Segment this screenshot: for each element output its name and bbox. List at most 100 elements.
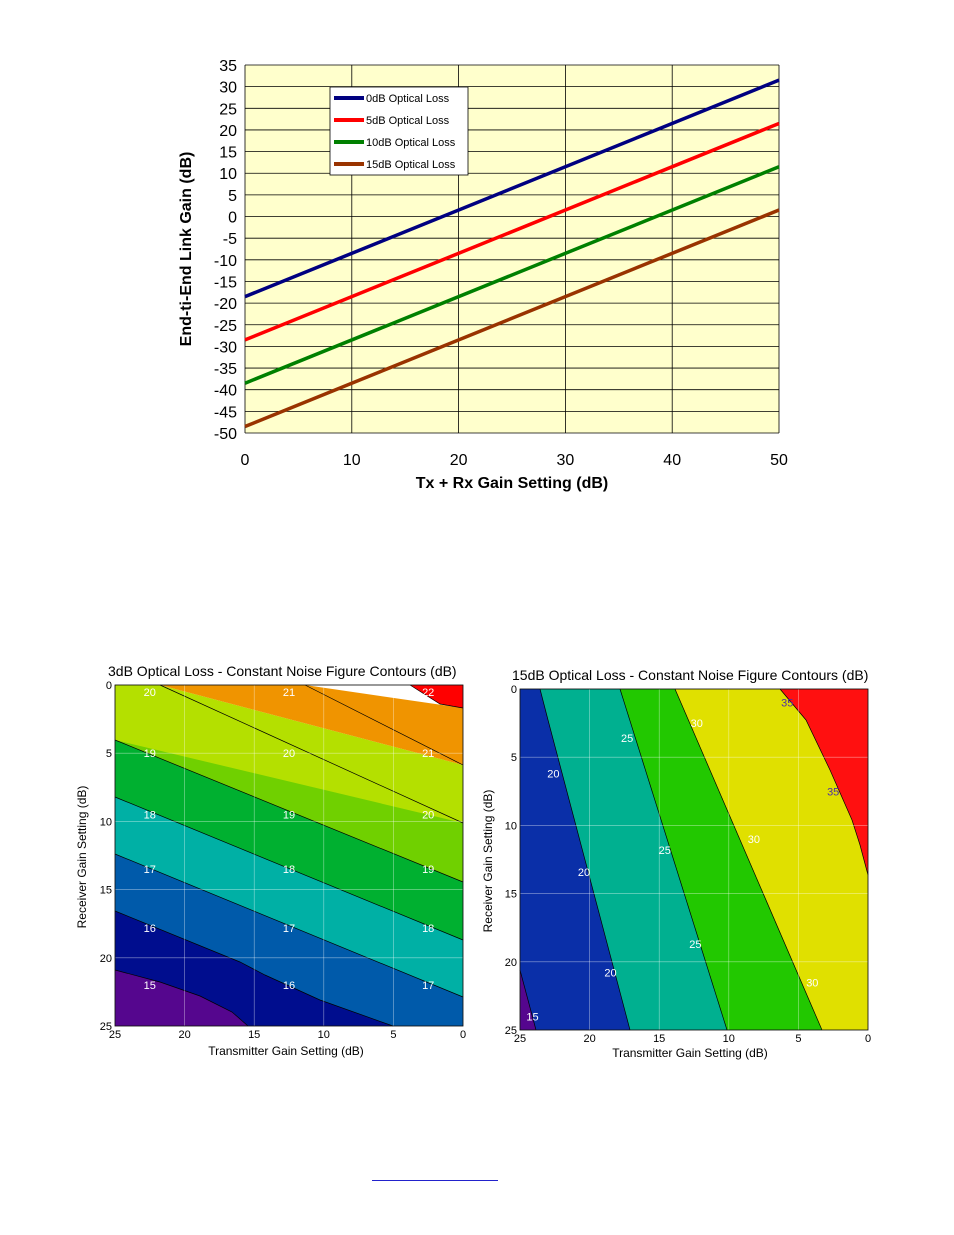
contour-level-label: 17 xyxy=(144,864,156,876)
line-chart-y-tick-label: -20 xyxy=(214,296,237,313)
line-chart-y-axis-label: End-ti-End Link Gain (dB) xyxy=(178,152,195,347)
line-chart-x-tick-label: 20 xyxy=(450,452,468,469)
contour-level-label: 21 xyxy=(422,748,434,760)
contour-level-label: 16 xyxy=(283,980,295,992)
contour-x-tick-label: 15 xyxy=(653,1033,665,1045)
contour-level-label: 17 xyxy=(283,923,295,935)
legend-label-10db: 10dB Optical Loss xyxy=(366,137,456,149)
contour-level-label: 19 xyxy=(422,864,434,876)
contour-level-label: 22 xyxy=(422,687,434,699)
series-line-0db xyxy=(244,78,780,299)
line-chart-y-ticks: 35 30 25 20 15 10 5 0 -5 -10 -15 -20 -25 -30 -35 -40 -45… xyxy=(214,58,237,443)
contour-level-label: 16 xyxy=(144,923,156,935)
contour-level-label: 30 xyxy=(691,718,703,730)
contour-15db-x-axis-label: Transmitter Gain Setting (dB) xyxy=(612,1046,768,1060)
line-chart-y-tick-label: 20 xyxy=(219,123,237,140)
line-chart-y-tick-label: -15 xyxy=(214,274,237,291)
contour-15db-frame xyxy=(519,688,869,1031)
line-chart-x-tick-label: 50 xyxy=(770,452,788,469)
line-chart-y-tick-label: -10 xyxy=(214,253,237,270)
legend-label-5db: 5dB Optical Loss xyxy=(366,115,450,127)
line-chart-y-tick-label: -30 xyxy=(214,339,237,356)
contour-level-label: 19 xyxy=(283,810,295,822)
contour-level-label: 20 xyxy=(283,748,295,760)
contour-y-tick-label: 15 xyxy=(505,889,517,901)
line-chart-plot-area xyxy=(245,65,779,433)
contour-3db-band-18 xyxy=(115,797,463,997)
contour-3db-y-axis-label: Receiver Gain Setting (dB) xyxy=(75,786,89,929)
line-chart-x-tick-label: 0 xyxy=(241,452,250,469)
line-chart-y-tick-label: 35 xyxy=(219,58,237,75)
contour-y-tick-label: 5 xyxy=(106,748,112,760)
contour-3db-lines xyxy=(114,684,464,1027)
hyperlink-underline[interactable] xyxy=(372,1180,498,1181)
contour-x-tick-label: 5 xyxy=(390,1029,396,1041)
contour-level-label: 18 xyxy=(422,923,434,935)
contour-level-label: 20 xyxy=(578,867,590,879)
contour-x-tick-label: 0 xyxy=(865,1033,871,1045)
contour-level-label: 21 xyxy=(283,687,295,699)
contour-3db-band-23 xyxy=(410,685,463,708)
contour-15db-band-yellow xyxy=(675,689,868,1030)
contour-y-tick-label: 25 xyxy=(100,1021,112,1033)
legend-box xyxy=(329,86,469,176)
contour-level-label: 25 xyxy=(659,845,671,857)
contour-3db-band-19 xyxy=(115,740,463,940)
line-chart-y-tick-label: 30 xyxy=(219,80,237,97)
series-line-15db xyxy=(244,208,780,429)
contour-level-label: 30 xyxy=(748,834,760,846)
contour-level-label: 18 xyxy=(144,810,156,822)
contour-15db-y-axis-label: Receiver Gain Setting (dB) xyxy=(481,790,495,933)
contour-3db-y-ticks: 0 5 10 15 20 25 xyxy=(100,680,112,1033)
contour-3db-band-15 xyxy=(115,970,248,1026)
contour-y-tick-label: 10 xyxy=(100,816,112,828)
contour-chart-3db: 3dB Optical Loss - Constant Noise Figure… xyxy=(75,663,466,1058)
contour-level-label: 19 xyxy=(144,748,156,760)
line-chart-y-tick-label: 10 xyxy=(219,166,237,183)
line-chart-x-tick-label: 10 xyxy=(343,452,361,469)
contour-3db-band-22 xyxy=(160,685,463,765)
line-chart-y-tick-label: -50 xyxy=(214,426,237,443)
line-chart-x-ticks: 0 10 20 30 40 50 xyxy=(241,452,788,469)
line-chart-y-tick-label: 5 xyxy=(228,188,237,205)
line-chart-x-tick-label: 40 xyxy=(663,452,681,469)
contour-level-label: 18 xyxy=(283,864,295,876)
contour-level-label: 30 xyxy=(806,977,818,989)
contour-level-label: 20 xyxy=(604,968,616,980)
contour-x-tick-label: 25 xyxy=(109,1029,121,1041)
contour-level-label: 35 xyxy=(781,698,793,710)
contour-3db-frame xyxy=(114,684,464,1027)
line-chart-series xyxy=(244,78,780,429)
contour-x-tick-label: 5 xyxy=(795,1033,801,1045)
contour-15db-level-labels: 35 35 30 30 30 25 25 25 20 20 20 15 xyxy=(526,698,839,1024)
contour-x-tick-label: 25 xyxy=(514,1033,526,1045)
line-chart-x-axis-label: Tx + Rx Gain Setting (dB) xyxy=(416,475,608,492)
contour-level-label: 15 xyxy=(144,980,156,992)
contour-3db-band-21 xyxy=(115,685,463,823)
contour-y-tick-label: 20 xyxy=(100,953,112,965)
contour-level-label: 35 xyxy=(827,786,839,798)
line-chart-y-tick-label: -5 xyxy=(223,231,237,248)
contour-x-tick-label: 10 xyxy=(318,1029,330,1041)
contour-15db-y-ticks: 0 5 10 15 20 25 xyxy=(505,684,517,1037)
contour-x-tick-label: 20 xyxy=(583,1033,595,1045)
contour-x-tick-label: 0 xyxy=(460,1029,466,1041)
contour-15db-x-ticks: 25 20 15 10 5 0 xyxy=(514,1033,871,1045)
legend-label-15db: 15dB Optical Loss xyxy=(366,159,456,171)
contour-chart-15db: 15dB Optical Loss - Constant Noise Figur… xyxy=(481,667,871,1060)
contour-x-tick-label: 20 xyxy=(178,1029,190,1041)
line-chart-y-tick-label: 15 xyxy=(219,145,237,162)
contour-level-label: 15 xyxy=(526,1011,538,1023)
contour-3db-title: 3dB Optical Loss - Constant Noise Figure… xyxy=(108,663,457,679)
contour-15db-band-green xyxy=(620,689,822,1030)
contour-level-label: 17 xyxy=(422,980,434,992)
contour-y-tick-label: 0 xyxy=(106,680,112,692)
contour-level-label: 20 xyxy=(144,687,156,699)
contour-15db-band-teal xyxy=(540,689,727,1030)
line-chart-y-tick-label: -45 xyxy=(214,404,237,421)
line-chart: 35302520151050-5-10-15-20-25-30-35-40-45… xyxy=(178,58,788,492)
line-chart-x-tick-label: 30 xyxy=(557,452,575,469)
contour-3db-x-ticks: 25 20 15 10 5 0 xyxy=(109,1029,466,1041)
series-line-5db xyxy=(244,121,780,342)
